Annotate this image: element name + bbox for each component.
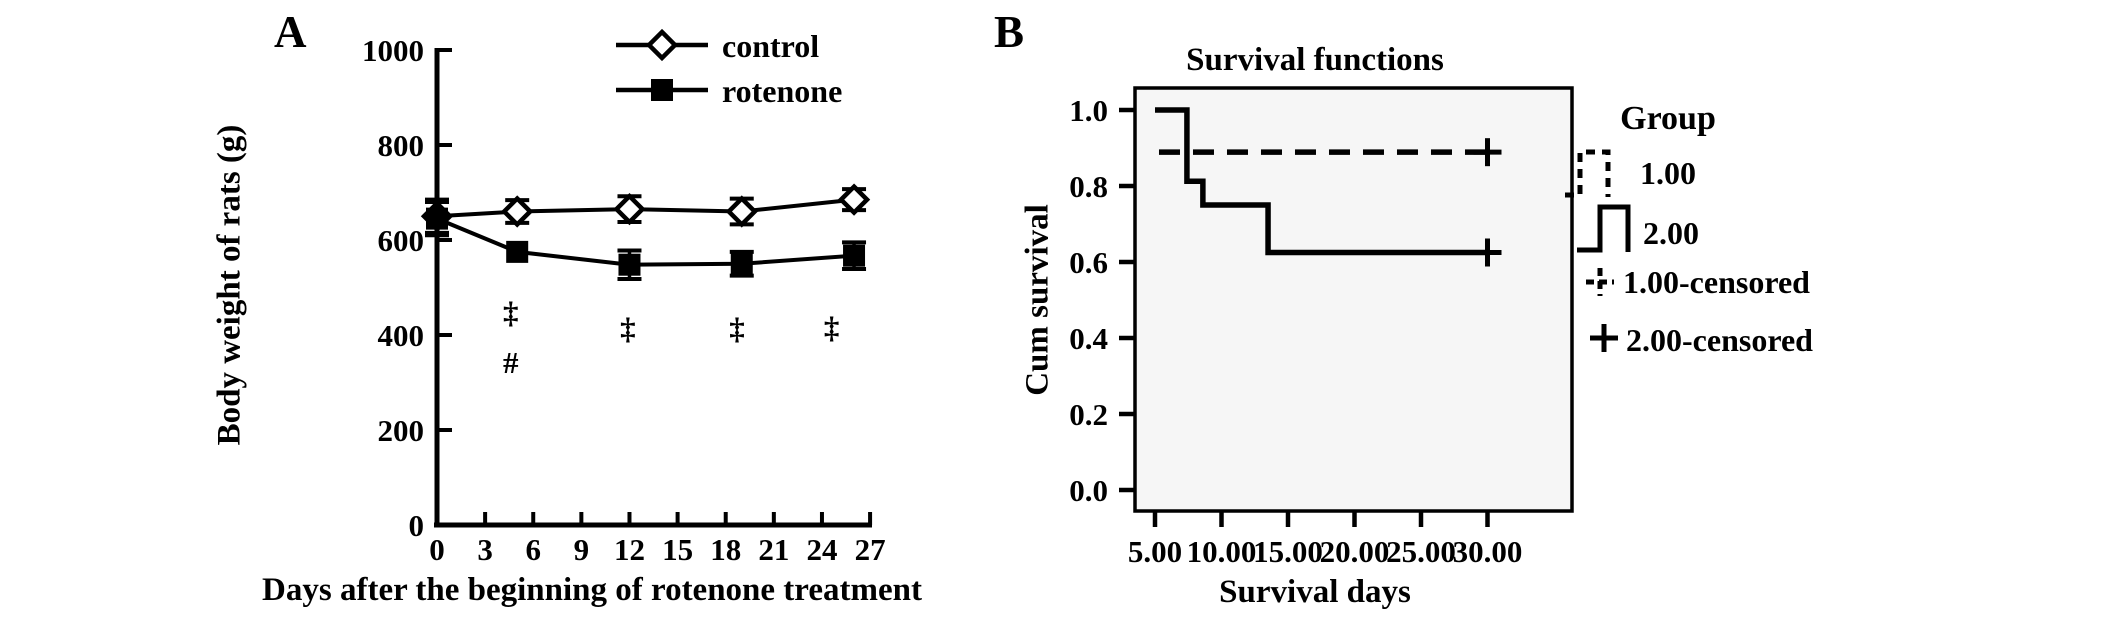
panel-b-x-tick-label: 15.00 (1253, 534, 1323, 569)
control-marker (837, 183, 871, 216)
panel-b-legend-title: Group (1620, 100, 1716, 137)
rotenone-marker (618, 253, 641, 276)
panel-a-y-tick-label: 600 (378, 223, 425, 258)
panel-b-y-tick-label: 0.0 (1069, 473, 1108, 508)
rotenone-marker (843, 244, 866, 267)
survival-curve-group-2.00 (1155, 107, 1488, 256)
panel-a-y-tick-label: 800 (378, 128, 425, 163)
rotenone-marker (730, 252, 753, 275)
panel-a-x-tick-label: 21 (758, 532, 789, 567)
panel-b-x-tick-label: 20.00 (1320, 534, 1390, 569)
panel-a-x-tick-label: 15 (662, 532, 693, 567)
panel-b-y-tick-label: 1.0 (1069, 93, 1108, 128)
rotenone-marker (506, 240, 529, 263)
panel-a-y-tick-label: 0 (409, 508, 425, 543)
panel-b-x-axis-label: Survival days (1219, 574, 1411, 610)
panel-b-y-tick-label: 0.8 (1069, 169, 1108, 204)
legend-label-group-2: 2.00 (1643, 215, 1699, 251)
panel-a-y-tick-label: 400 (378, 318, 425, 353)
legend-dashed-step-icon (1565, 149, 1611, 198)
panel-a-y-axis-label: Body weight of rats (g) (211, 124, 248, 446)
panel-a-x-tick-label: 24 (806, 532, 837, 567)
panel-b-x-tick-label: 30.00 (1453, 534, 1523, 569)
panel-b-plot-area (1133, 86, 1574, 513)
series-line-rotenone (436, 216, 855, 267)
panel-a-x-tick-label: 0 (429, 532, 445, 567)
legend-rotenone-marker (651, 79, 673, 101)
hash-significance-mark: # (503, 345, 519, 380)
legend-label-group-1-censored: 1.00-censored (1623, 264, 1810, 300)
panel-a-letter: A (274, 7, 307, 57)
legend-label-group-2-censored: 2.00-censored (1626, 322, 1813, 358)
legend-label-control: control (722, 28, 820, 64)
double-dagger-significance-mark: ‡ (824, 310, 840, 345)
control-marker (501, 195, 534, 228)
panel-a-x-tick-label: 3 (477, 532, 493, 567)
panel-b-y-axis-label: Cum survival (1019, 204, 1056, 396)
panel-b-x-tick-label: 10.00 (1187, 534, 1257, 569)
panel-a-x-axis-label: Days after the beginning of rotenone tre… (262, 572, 922, 608)
panel-a-x-tick-label: 18 (710, 532, 741, 567)
legend-label-rotenone: rotenone (722, 73, 843, 109)
panel-b-letter: B (994, 7, 1025, 57)
panel-b-x-tick-label: 25.00 (1386, 534, 1456, 569)
panel-b-y-tick-label: 0.2 (1069, 397, 1108, 432)
series-line-control (436, 197, 855, 219)
control-marker (725, 195, 758, 228)
control-marker (613, 192, 646, 226)
double-dagger-significance-mark: ‡ (729, 311, 745, 346)
panel-b-y-tick-label: 0.4 (1069, 321, 1108, 356)
double-dagger-significance-mark: ‡ (503, 295, 519, 330)
panel-a-y-tick-label: 1000 (362, 33, 424, 68)
legend-control-marker (645, 28, 679, 62)
panel-b-x-tick-label: 5.00 (1128, 534, 1182, 569)
legend-label-group-1: 1.00 (1640, 155, 1696, 191)
panel-a-x-tick-label: 27 (855, 532, 886, 567)
rotenone-marker (426, 207, 448, 230)
panel-a-y-tick-label: 200 (378, 413, 425, 448)
panel-a-x-tick-label: 12 (614, 532, 645, 567)
legend-solid-step-icon (1577, 204, 1631, 253)
panel-b-y-tick-label: 0.6 (1069, 245, 1108, 280)
panel-a-x-tick-label: 6 (525, 532, 541, 567)
panel-a-x-tick-label: 9 (574, 532, 590, 567)
double-dagger-significance-mark: ‡ (620, 311, 636, 346)
panel-b-title: Survival functions (1186, 42, 1444, 78)
